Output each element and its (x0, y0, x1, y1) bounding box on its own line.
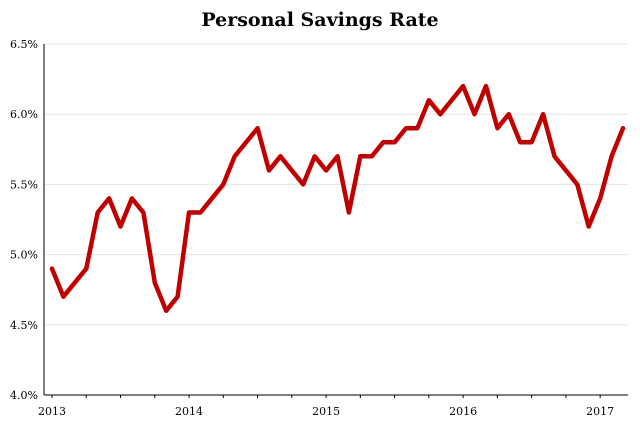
data-point (141, 210, 145, 214)
data-point (210, 196, 214, 200)
data-point (198, 210, 202, 214)
y-tick-label: 5.5% (10, 178, 38, 191)
data-point (587, 225, 591, 229)
data-point (324, 168, 328, 172)
series-layer (49, 83, 626, 314)
y-tick-label: 5.0% (10, 249, 38, 262)
data-point (221, 182, 225, 186)
data-point (278, 154, 282, 158)
data-point (164, 309, 168, 313)
data-point (336, 154, 340, 158)
data-point (153, 281, 157, 285)
data-point (541, 112, 545, 116)
y-tick-label: 6.0% (10, 108, 38, 121)
data-point (107, 196, 111, 200)
data-point (450, 98, 454, 102)
data-point (244, 140, 248, 144)
data-point (130, 196, 134, 200)
data-point (484, 84, 488, 88)
x-tick-label: 2015 (312, 405, 340, 418)
data-point (84, 267, 88, 271)
data-point (621, 126, 625, 130)
data-point (415, 126, 419, 130)
data-point (313, 154, 317, 158)
data-point (96, 210, 100, 214)
data-point (427, 98, 431, 102)
data-point (381, 140, 385, 144)
x-tick-label: 2016 (449, 405, 477, 418)
data-point (256, 126, 260, 130)
savings-rate-line (49, 83, 626, 314)
y-tick-label: 4.5% (10, 319, 38, 332)
data-point (267, 168, 271, 172)
data-point (438, 112, 442, 116)
axes (43, 44, 628, 396)
data-point (61, 295, 65, 299)
x-tick-label: 2017 (586, 405, 614, 418)
data-point (393, 140, 397, 144)
data-point (473, 112, 477, 116)
x-tick-label: 2014 (175, 405, 203, 418)
gridlines (44, 43, 628, 326)
x-tick-label: 2013 (38, 405, 66, 418)
data-point (530, 140, 534, 144)
data-point (404, 126, 408, 130)
data-point (552, 154, 556, 158)
data-point (461, 84, 465, 88)
data-point (290, 168, 294, 172)
chart-title: Personal Savings Rate (201, 9, 438, 31)
data-point (301, 182, 305, 186)
y-tick-label: 4.0% (10, 389, 38, 402)
data-point (176, 295, 180, 299)
data-point (495, 126, 499, 130)
data-point (507, 112, 511, 116)
data-point (347, 210, 351, 214)
data-point (187, 210, 191, 214)
data-point (370, 154, 374, 158)
y-tick-label: 6.5% (10, 38, 38, 51)
data-point (564, 168, 568, 172)
y-axis-ticks: 4.0% 4.5% 5.0% 5.5% 6.0% 6.5% (10, 38, 38, 402)
data-point (119, 225, 123, 229)
data-point (50, 267, 54, 271)
x-axis-ticks: 2013 2014 2015 2016 2017 (38, 395, 614, 418)
data-point (575, 182, 579, 186)
data-point (598, 196, 602, 200)
data-point (233, 154, 237, 158)
data-point (358, 154, 362, 158)
data-point (73, 281, 77, 285)
data-point (518, 140, 522, 144)
data-point (610, 154, 614, 158)
